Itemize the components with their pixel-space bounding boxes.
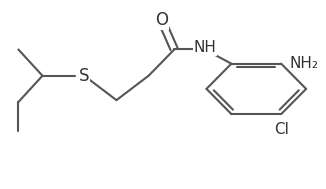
Text: O: O — [155, 11, 168, 29]
Text: NH₂: NH₂ — [289, 56, 318, 71]
Text: S: S — [79, 67, 90, 85]
Text: Cl: Cl — [274, 122, 289, 138]
Text: NH: NH — [193, 40, 216, 55]
